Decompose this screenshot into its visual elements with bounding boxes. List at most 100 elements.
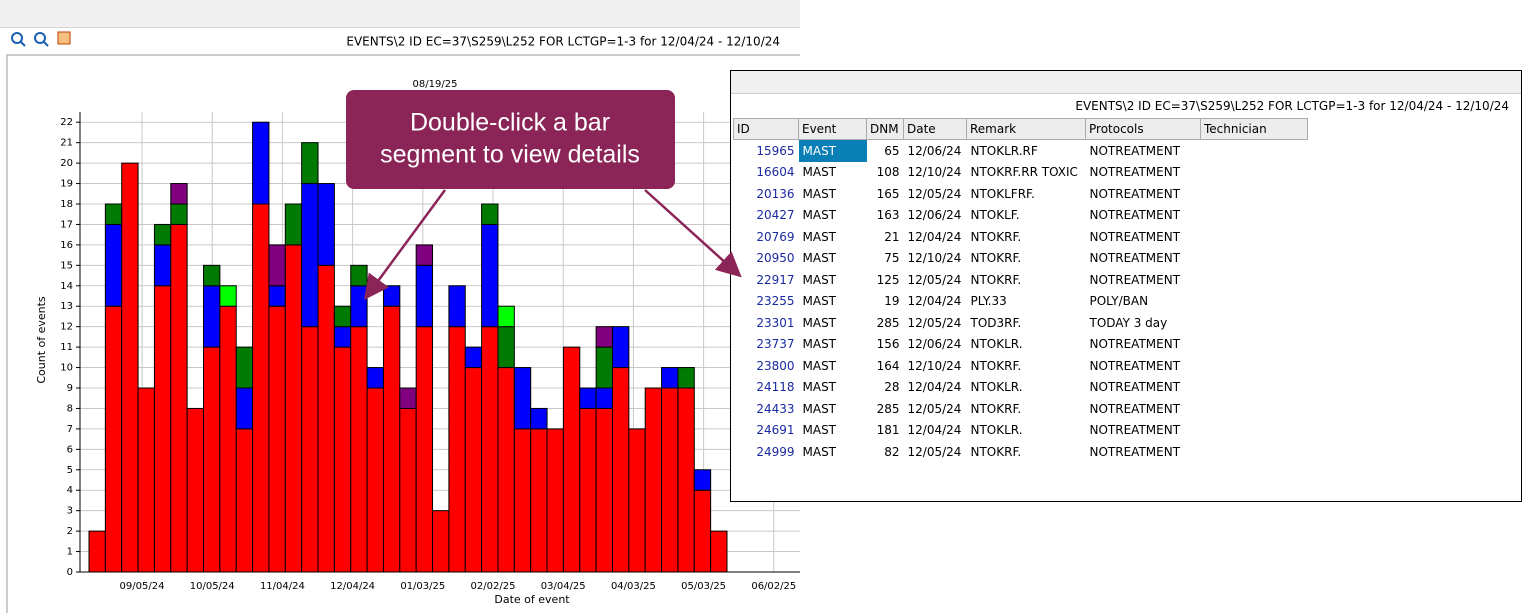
bar-segment	[333, 326, 352, 348]
bar-segment	[268, 285, 286, 307]
y-tick-label: 5	[67, 465, 73, 476]
table-cell: NTOKRF.	[970, 358, 1022, 373]
table-cell: TODAY 3 day	[1089, 315, 1168, 330]
table-row[interactable]: 23301 MAST 285 12/05/24 TOD3RF. TODAY 3 day	[734, 312, 1308, 334]
bar-segment	[153, 285, 172, 573]
bar-segment	[579, 387, 597, 409]
column-header: Date	[903, 118, 967, 140]
x-axis-label: Date of event	[494, 593, 570, 606]
bar-segment	[252, 203, 270, 573]
bar-segment	[710, 530, 728, 573]
chart-window: EVENTS\2 ID EC=37\S259\L252 FOR LCTGP=1-…	[0, 0, 800, 613]
export-icon[interactable]	[57, 31, 71, 45]
bar-segment	[530, 428, 548, 573]
bar-segment	[284, 203, 303, 246]
bar-segment	[366, 387, 384, 573]
table-row[interactable]: 24433 MAST 285 12/05/24 NTOKRF. NOTREATMENT	[734, 398, 1308, 420]
table-row[interactable]: 24691 MAST 181 12/04/24 NTOKLR. NOTREATMENT	[734, 420, 1308, 442]
table-cell	[1201, 398, 1308, 420]
table-row[interactable]: 24999 MAST 82 12/05/24 NTOKRF. NOTREATMENT	[734, 441, 1308, 463]
y-tick-label: 2	[67, 526, 73, 537]
y-tick-label: 22	[60, 117, 73, 128]
bar-segment	[203, 346, 221, 573]
table-cell: MAST	[802, 186, 837, 201]
bar-segment	[677, 387, 695, 573]
table-cell: 21	[884, 229, 900, 244]
bar-segment	[350, 326, 368, 573]
table-cell: MAST	[802, 315, 837, 330]
bar-segment	[448, 326, 466, 573]
bar-segment	[628, 428, 646, 573]
table-row[interactable]: 23800 MAST 164 12/10/24 NTOKRF. NOTREATMENT	[734, 355, 1308, 377]
y-tick-label: 7	[67, 424, 73, 435]
table-cell: 20427	[756, 208, 795, 223]
zoom-in-icon[interactable]	[34, 32, 49, 47]
table-cell: 24433	[756, 401, 795, 416]
table-cell: 23255	[756, 294, 795, 309]
table-row[interactable]: 20950 MAST 75 12/10/24 NTOKRF. NOTREATMENT	[734, 248, 1308, 270]
toolbar-title: EVENTS\2 ID EC=37\S259\L252 FOR LCTGP=1-…	[346, 35, 780, 49]
table-cell: 65	[884, 143, 900, 158]
table-cell: NTOKLFRF.	[970, 186, 1035, 201]
table-cell: MAST	[798, 139, 867, 162]
table-row[interactable]: 20769 MAST 21 12/04/24 NTOKRF. NOTREATMENT	[734, 226, 1308, 248]
y-tick-label: 13	[60, 301, 73, 312]
table-row[interactable]: 15965 MAST 65 12/06/24 NTOKLR.RF NOTREATMENT	[734, 139, 1308, 162]
table-row[interactable]: 20427 MAST 163 12/06/24 NTOKLF. NOTREATMENT	[734, 205, 1308, 227]
table-row[interactable]: 22917 MAST 125 12/05/24 NTOKRF. NOTREATMENT	[734, 269, 1308, 291]
column-header: Remark	[966, 118, 1086, 140]
table-cell: 285	[876, 315, 900, 330]
table-row[interactable]: 24118 MAST 28 12/04/24 NTOKLR. NOTREATMENT	[734, 377, 1308, 399]
table-row[interactable]: 23255 MAST 19 12/04/24 PLY.33 POLY/BAN	[734, 291, 1308, 313]
x-tick-label: 10/05/24	[190, 581, 235, 592]
table-cell	[1201, 291, 1308, 313]
table-cell	[1201, 248, 1308, 270]
column-header: Protocols	[1085, 118, 1201, 140]
table-cell: NOTREATMENT	[1089, 272, 1181, 287]
table-cell: 12/05/24	[907, 272, 962, 287]
table-cell: NOTREATMENT	[1089, 165, 1181, 180]
table-title: EVENTS\2 ID EC=37\S259\L252 FOR LCTGP=1-…	[1075, 99, 1509, 113]
table-cell: NTOKLR.RF	[970, 143, 1038, 158]
table-row[interactable]: 20136 MAST 165 12/05/24 NTOKLFRF. NOTREATMENT	[734, 183, 1308, 205]
table-row[interactable]: 23737 MAST 156 12/06/24 NTOKLR. NOTREATMENT	[734, 334, 1308, 356]
y-tick-label: 18	[60, 199, 73, 210]
x-tick-label: 12/04/24	[330, 581, 375, 592]
column-header: Event	[798, 118, 867, 140]
bar-segment	[203, 264, 221, 287]
table-cell: 12/10/24	[907, 251, 962, 266]
y-tick-label: 3	[67, 506, 73, 517]
bar-segment	[350, 285, 368, 328]
table-cell: 20950	[756, 251, 795, 266]
table-cell: 12/05/24	[907, 186, 962, 201]
table-cell: 75	[884, 251, 900, 266]
table-cell: NTOKRF.	[970, 444, 1022, 459]
zoom-out-icon[interactable]	[11, 32, 26, 47]
table-cell: NOTREATMENT	[1089, 358, 1181, 373]
bar-segment	[153, 223, 172, 246]
table-cell: NTOKLR.	[970, 380, 1023, 395]
table-cell: 164	[876, 358, 900, 373]
bar-segment	[399, 387, 417, 409]
bar-segment	[382, 305, 401, 573]
bar-segment	[137, 387, 155, 573]
bar-segment	[415, 326, 434, 573]
y-tick-label: 1	[67, 547, 73, 558]
table-cell: 181	[876, 423, 900, 438]
table-cell: 156	[876, 337, 900, 352]
table-cell: 125	[876, 272, 900, 287]
bar-segment	[170, 223, 188, 573]
table-cell: NOTREATMENT	[1089, 208, 1181, 223]
table-cell: MAST	[802, 229, 837, 244]
bar-segment	[317, 264, 335, 573]
bar-segment	[252, 121, 270, 205]
bar-segment	[513, 428, 532, 573]
bar-segment	[546, 428, 564, 573]
table-cell: TOD3RF.	[970, 315, 1022, 330]
x-tick-label: 06/02/25	[751, 581, 796, 592]
column-header: ID	[733, 118, 799, 140]
table-row[interactable]: 16604 MAST 108 12/10/24 NTOKRF.RR TOXIC NOTRE…	[734, 162, 1308, 184]
table-cell: 12/06/24	[907, 337, 962, 352]
x-tick-label: 01/03/25	[400, 581, 445, 592]
